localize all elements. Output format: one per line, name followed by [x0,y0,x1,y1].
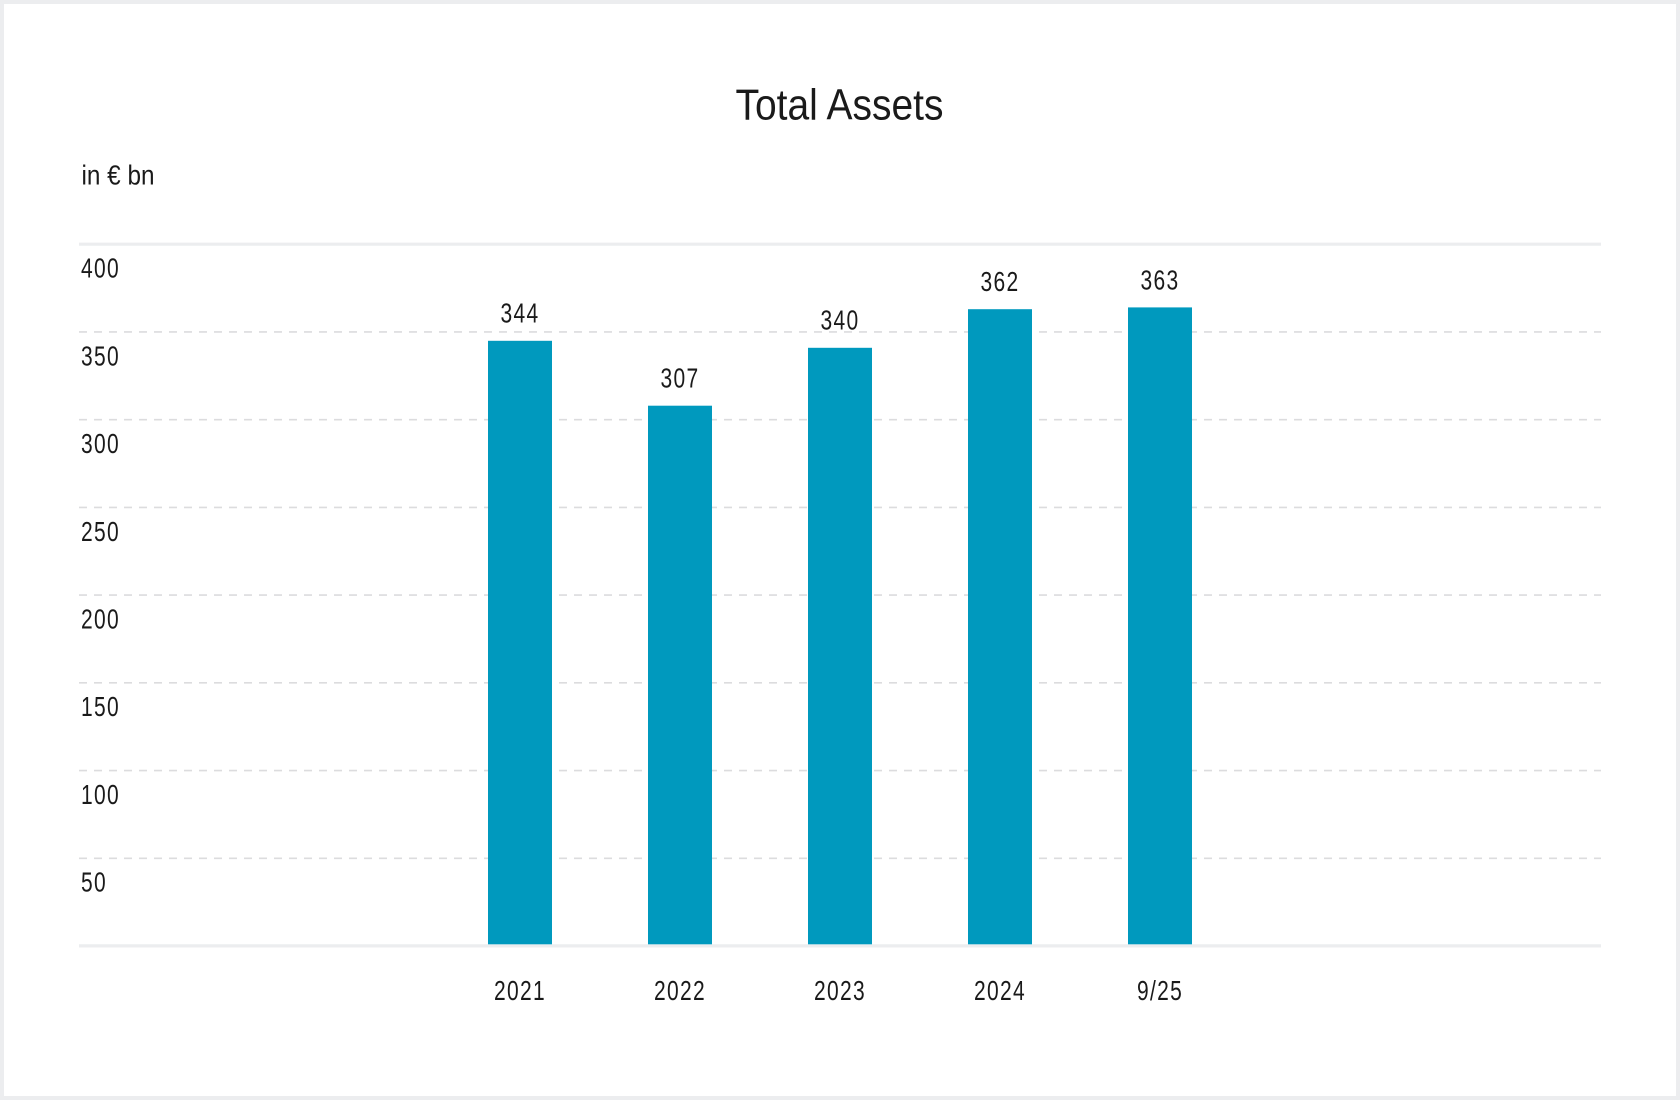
svg-text:2021: 2021 [494,976,546,1007]
svg-text:150: 150 [81,692,120,723]
svg-text:9/25: 9/25 [1137,976,1183,1007]
svg-text:Total Assets: Total Assets [736,80,944,129]
svg-text:300: 300 [81,429,120,460]
svg-text:344: 344 [500,299,539,330]
svg-text:200: 200 [81,605,120,636]
svg-text:340: 340 [821,306,860,337]
svg-text:2023: 2023 [814,976,866,1007]
svg-text:350: 350 [81,342,120,373]
svg-text:2024: 2024 [974,976,1026,1007]
svg-text:100: 100 [81,780,120,811]
svg-text:50: 50 [81,868,107,899]
svg-text:400: 400 [81,254,120,285]
svg-text:307: 307 [661,364,700,395]
svg-text:2022: 2022 [654,976,706,1007]
svg-text:362: 362 [980,267,1019,298]
svg-text:in € bn: in € bn [82,160,155,191]
svg-text:250: 250 [81,517,120,548]
svg-text:363: 363 [1141,266,1180,297]
